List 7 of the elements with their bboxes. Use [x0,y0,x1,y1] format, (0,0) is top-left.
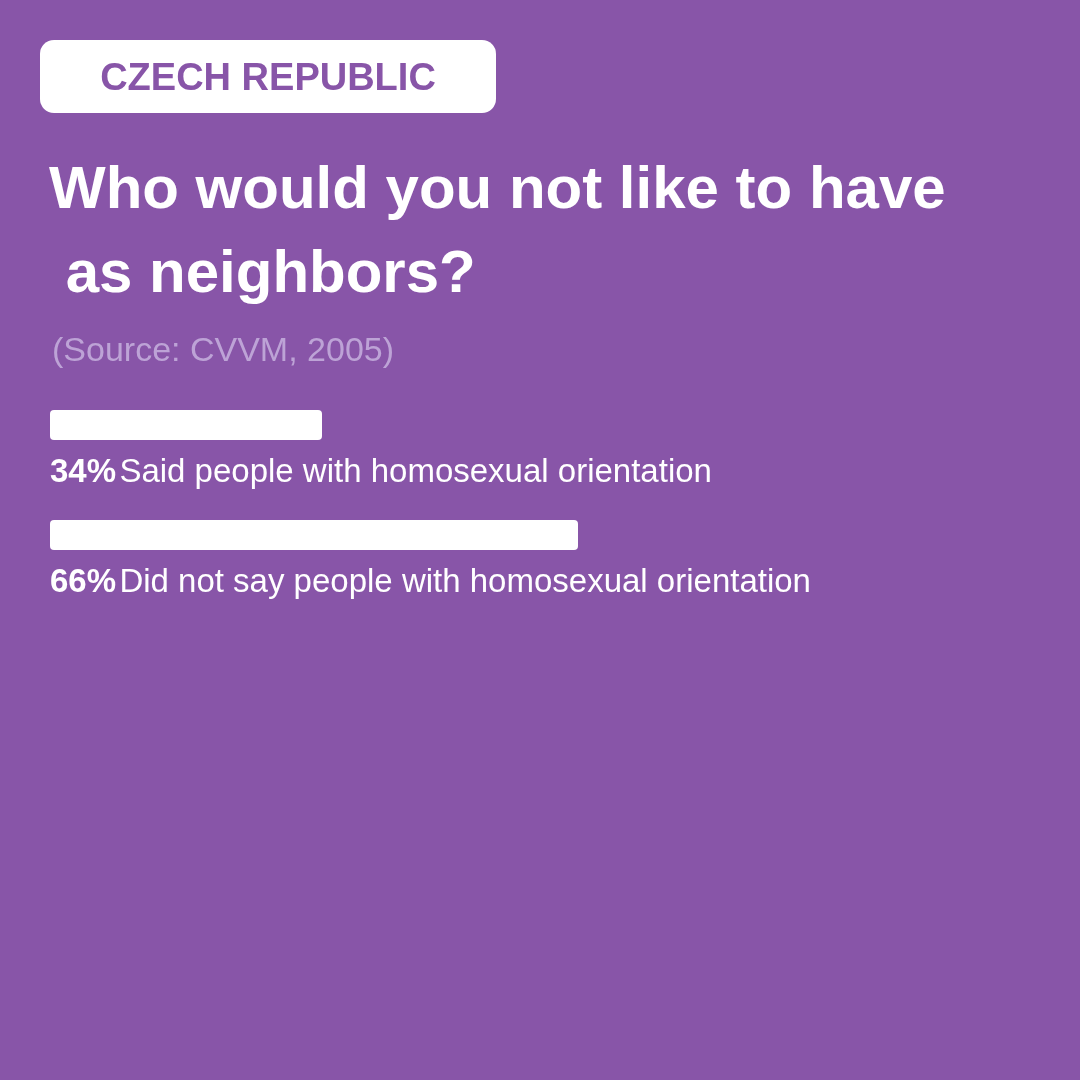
text: (Source: CVVM, 2005) [52,330,395,368]
y-tick-label: Said people with homosexual orientation [119,452,712,489]
data-label: 34% [50,452,117,489]
data-label: 66% [50,562,117,599]
chart-title: Who would you not like to have as neighbors? [49,153,946,305]
y-tick-label: Did not say people with homosexual orientation [119,562,811,599]
text: CZECH REPUBLIC [100,56,436,98]
